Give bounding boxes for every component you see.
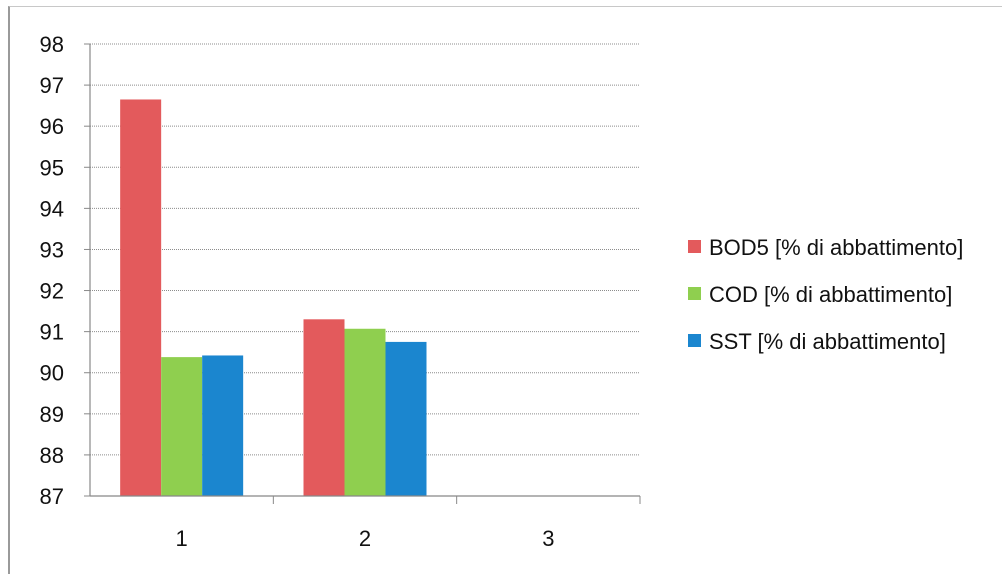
- y-tick-label: 94: [40, 196, 64, 221]
- y-tick-label: 93: [40, 237, 64, 262]
- y-tick-label: 98: [40, 32, 64, 57]
- bar: [202, 355, 244, 496]
- x-tick-label: 1: [176, 526, 188, 551]
- y-tick-label: 96: [40, 114, 64, 139]
- legend-swatch: [688, 287, 701, 300]
- legend-label: SST [% di abbattimento]: [709, 329, 946, 354]
- legend-swatch: [688, 240, 701, 253]
- y-tick-label: 89: [40, 402, 64, 427]
- x-tick-label: 2: [359, 526, 371, 551]
- legend-label: COD [% di abbattimento]: [709, 282, 952, 307]
- y-tick-label: 97: [40, 73, 64, 98]
- legend: BOD5 [% di abbattimento] COD [% di abbatt…: [688, 235, 963, 354]
- y-tick-label: 91: [40, 320, 64, 345]
- y-tick-label: 95: [40, 155, 64, 180]
- y-tick-label: 90: [40, 361, 64, 386]
- y-tick-label: 88: [40, 443, 64, 468]
- legend-swatch: [688, 334, 701, 347]
- legend-label: BOD5 [% di abbattimento]: [709, 235, 963, 260]
- axes: 87 88 89 90 91 92 93 94 95 96 97 98 1 2 3: [40, 32, 641, 551]
- y-tick-label: 87: [40, 484, 64, 509]
- bars: [120, 99, 427, 497]
- chart-frame: [8, 6, 1002, 574]
- bar: [161, 357, 203, 496]
- x-tick-label: 3: [542, 526, 554, 551]
- bar: [120, 99, 162, 497]
- bar: [303, 319, 345, 496]
- bar: [344, 328, 386, 496]
- y-tick-label: 92: [40, 279, 64, 304]
- bar: [385, 341, 427, 496]
